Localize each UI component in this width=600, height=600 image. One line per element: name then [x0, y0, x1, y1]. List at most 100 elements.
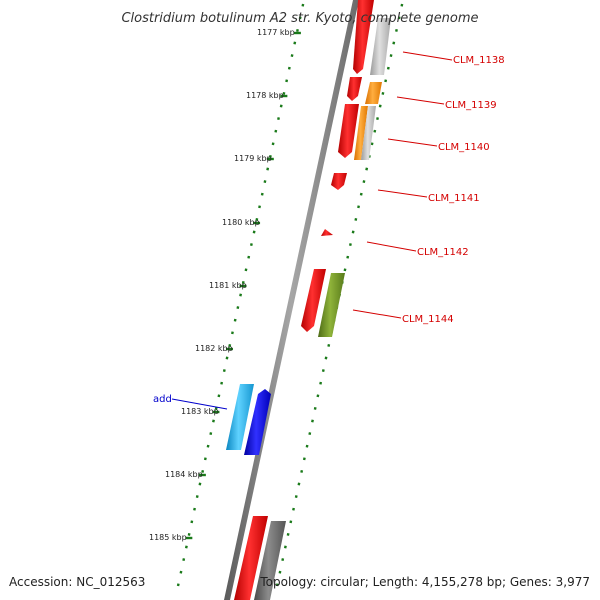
outer-tick-mark [283, 545, 287, 549]
gene-bottom-grey [254, 521, 286, 600]
outer-tick-mark [365, 167, 369, 171]
inner-tick-mark [252, 230, 256, 234]
outer-tick-mark [300, 469, 304, 473]
kbp-label: 1179 kbp [234, 154, 272, 163]
inner-tick-mark [301, 3, 305, 7]
gene-clm-1139-orange [365, 82, 382, 104]
inner-tick-mark [268, 154, 272, 158]
inner-tick-mark [222, 369, 226, 373]
inner-tick-mark [239, 293, 243, 297]
gene-clm-1142-red [321, 229, 333, 236]
outer-tick-mark [302, 457, 306, 461]
inner-tick-mark [228, 343, 232, 347]
gene-bottom-red [234, 516, 268, 600]
inner-tick-mark [203, 457, 207, 461]
gene-clm-1140-red [338, 104, 359, 158]
inner-tick-mark [233, 318, 237, 322]
outer-tick-mark [281, 558, 285, 562]
inner-tick-mark [241, 280, 245, 284]
gene-clm-1140-grey [361, 106, 376, 160]
gene-clm-1144-olive [318, 273, 345, 337]
outer-tick-mark [373, 129, 377, 133]
gene-clm-1139-red [347, 77, 362, 101]
inner-tick-mark [258, 205, 261, 209]
inner-tick-mark [195, 495, 199, 499]
gene-label-leaders [171, 51, 453, 410]
leader-add [171, 398, 228, 410]
gene-add-cyan [226, 384, 254, 450]
inner-tick-mark [263, 180, 267, 184]
outer-tick-mark [400, 3, 404, 7]
kbp-label: 1185 kbp [149, 533, 187, 542]
gene-clm-1141-red [331, 173, 347, 190]
inner-tick-mark [231, 331, 234, 335]
outer-tick-mark [275, 583, 279, 587]
kbp-label: 1177 kbp [257, 28, 295, 37]
kbp-label: 1183 kbp [181, 407, 219, 416]
outer-tick-mark [395, 28, 398, 32]
outer-tick-mark [294, 495, 298, 499]
outer-tick-mark [316, 394, 320, 398]
outer-tick-mark [308, 432, 312, 436]
gene-label-add: add [153, 394, 172, 405]
outer-tick-mark [376, 117, 379, 121]
outer-tick-mark [359, 192, 363, 196]
outer-tick-mark [357, 205, 360, 209]
outer-tick-mark [286, 532, 290, 536]
inner-tick-mark [298, 16, 302, 20]
inner-tick-mark [225, 356, 229, 360]
leader-clm-1140 [387, 138, 438, 147]
outer-tick-mark [386, 66, 390, 70]
inner-tick-mark [260, 192, 264, 196]
accession-text: Accession: NC_012563 [9, 575, 145, 589]
inner-tick-mark [212, 419, 215, 423]
outer-tick-mark [389, 54, 393, 58]
inner-tick-mark [217, 394, 221, 398]
outer-tick-mark [392, 41, 396, 45]
outer-tick-mark [348, 243, 352, 247]
inner-tick-mark [187, 532, 191, 536]
inner-tick-mark [220, 381, 224, 385]
inner-tick-mark [190, 520, 194, 524]
outer-tick-mark [297, 482, 301, 486]
kbp-scale-labels: 1177 kbp 1178 kbp 1179 kbp 1180 kbp 1181… [149, 28, 295, 542]
gene-labels: CLM_1138 CLM_1139 CLM_1140 CLM_1141 CLM_… [153, 55, 505, 405]
inner-tick-mark [285, 79, 289, 83]
inner-tick-mark [274, 129, 278, 133]
gene-features [226, 0, 391, 600]
inner-tick-mark [247, 255, 251, 259]
inner-tick-mark [266, 167, 270, 171]
kbp-label: 1184 kbp [165, 470, 203, 479]
inner-tick-mark [182, 558, 186, 562]
inner-tick-mark [198, 482, 202, 486]
inner-tick-mark [287, 66, 291, 70]
inner-tick-mark [206, 444, 210, 448]
outer-tick-mark [319, 381, 323, 385]
gene-label-clm-1138: CLM_1138 [453, 55, 505, 66]
outer-tick-mark [313, 406, 317, 410]
outer-tick-mark [305, 444, 309, 448]
inner-tick-mark [279, 104, 283, 108]
inner-tick-mark [209, 432, 213, 436]
leader-clm-1138 [402, 51, 453, 61]
outer-tick-mark [311, 419, 314, 423]
gene-clm-1140-orange [354, 106, 368, 160]
inner-tick-mark [271, 142, 275, 146]
gene-label-clm-1142: CLM_1142 [417, 247, 469, 258]
kbp-label: 1182 kbp [195, 344, 233, 353]
inner-tick-mark [201, 469, 205, 473]
gene-label-clm-1139: CLM_1139 [445, 100, 497, 111]
gene-label-clm-1140: CLM_1140 [438, 142, 490, 153]
outer-tick-mark [384, 79, 388, 83]
leader-clm-1142 [366, 241, 417, 252]
gene-label-clm-1144: CLM_1144 [402, 314, 454, 325]
outer-tick-mark [346, 255, 350, 259]
gene-add-blue [244, 389, 271, 455]
inner-tick-mark [277, 117, 280, 121]
inner-tick-mark [255, 217, 259, 221]
inner-tick-mark [296, 28, 299, 32]
leader-clm-1144 [352, 309, 402, 319]
inner-tick-mark [193, 507, 196, 511]
leader-clm-1139 [396, 96, 445, 105]
